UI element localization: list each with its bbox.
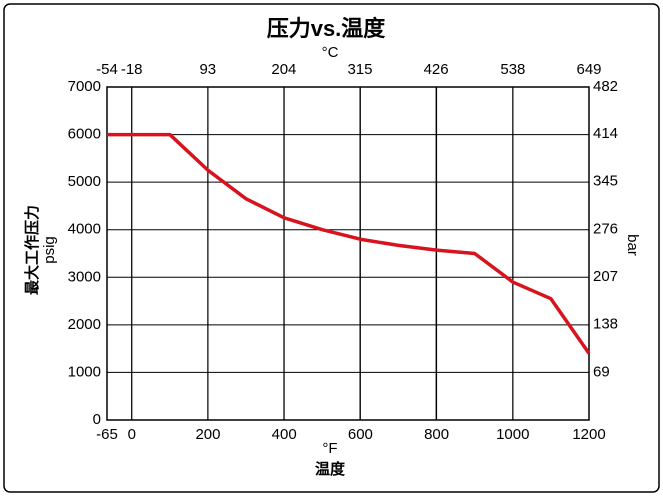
plot-border: [106, 86, 590, 421]
x-tick-label: 600: [348, 426, 373, 443]
y2-unit: bar: [624, 234, 641, 256]
x2-tick-label: -18: [121, 61, 143, 78]
data-line: [107, 132, 591, 355]
y-unit: psig: [41, 236, 58, 264]
y-tick-label: 7000: [68, 78, 101, 95]
y2-tick-label: 482: [593, 78, 618, 95]
y2-tick-label: 276: [593, 220, 618, 237]
x-tick-label: 1000: [496, 426, 529, 443]
y2-tick-label: 138: [593, 316, 618, 333]
y-label: 最大工作压力: [23, 205, 41, 295]
x2-tick-label: 426: [424, 61, 449, 78]
x2-tick-label: 93: [199, 61, 216, 78]
y-tick-label: 1000: [68, 363, 101, 380]
x-tick-label: -65: [96, 426, 118, 443]
y2-tick-label: 414: [593, 125, 618, 142]
x2-tick-label: -54: [96, 61, 118, 78]
y2-tick-label: 345: [593, 173, 618, 190]
y-tick-label: 6000: [68, 126, 101, 143]
y2-tick-label: 207: [593, 268, 618, 285]
y2-tick-label: 69: [593, 363, 610, 380]
y-tick-label: 4000: [68, 221, 101, 238]
x-unit: °F: [322, 440, 337, 457]
y-tick-label: 2000: [68, 316, 101, 333]
x-tick-label: 800: [424, 426, 449, 443]
x2-tick-label: 649: [576, 61, 601, 78]
frame: [3, 3, 660, 493]
x2-tick-label: 204: [271, 61, 296, 78]
x2-tick-label: 315: [347, 61, 372, 78]
x-tick-label: 400: [272, 426, 297, 443]
x-tick-label: 200: [195, 426, 220, 443]
y-tick-label: 0: [93, 411, 101, 428]
x-tick-label: 1200: [572, 426, 605, 443]
x2-unit: °C: [322, 44, 339, 61]
x-label: 温度: [315, 460, 346, 478]
x-tick-label: 0: [128, 426, 136, 443]
chart-title: 压力vs.温度: [267, 16, 387, 41]
x2-tick-label: 538: [500, 61, 525, 78]
y-tick-label: 5000: [68, 173, 101, 190]
y-tick-label: 3000: [68, 268, 101, 285]
